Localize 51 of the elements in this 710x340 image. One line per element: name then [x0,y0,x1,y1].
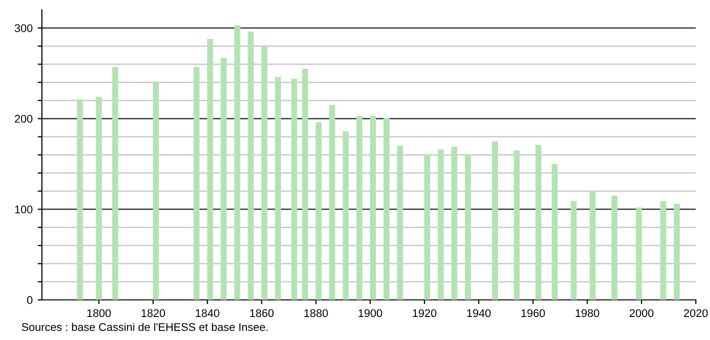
bar [316,122,322,300]
x-tick-label: 1820 [142,309,166,318]
bar [424,154,430,300]
x-tick-label: 1940 [467,309,491,318]
bar [570,201,577,300]
bar [274,76,281,300]
y-tick-label: 100 [15,206,32,214]
y-tick-label: 0 [27,296,32,304]
bar [207,38,214,300]
bar [291,78,298,300]
bar [194,66,200,300]
bar [152,82,159,300]
bar [514,150,520,300]
x-tick-label: 1960 [521,309,545,318]
bar [674,204,680,300]
bar [248,32,254,300]
bar [464,154,471,300]
bar [342,131,349,300]
x-tick-label: 2000 [630,309,654,318]
bar [96,96,102,300]
bar [329,105,336,300]
bar [76,100,83,300]
x-tick-label: 1860 [250,309,274,318]
bar [220,58,227,300]
bar [552,164,558,300]
y-tick-label: 300 [14,24,32,32]
bar [383,118,390,300]
y-tick-label: 200 [14,114,32,123]
bar [234,25,240,300]
bar [492,141,498,300]
x-tick-label: 2020 [684,309,708,318]
bar [261,46,268,300]
bar [451,146,458,300]
x-tick-label: 1900 [358,309,382,318]
bar [611,196,618,300]
bar [535,144,542,300]
bar [397,146,404,300]
x-tick-label: 1840 [196,309,220,318]
x-tick-label: 1980 [576,309,600,318]
bar [370,116,376,300]
bar [636,207,642,300]
bar [660,201,666,300]
bar [112,66,118,300]
bar [590,191,596,300]
x-tick-label: 1880 [304,309,328,318]
bar [438,149,444,300]
x-tick-label: 1800 [87,309,111,318]
source-note: Sources : base Cassini de l'EHESS et base Insee. [22,322,268,332]
bar [356,116,362,300]
x-tick-label: 1920 [412,309,436,318]
bar [302,68,308,300]
